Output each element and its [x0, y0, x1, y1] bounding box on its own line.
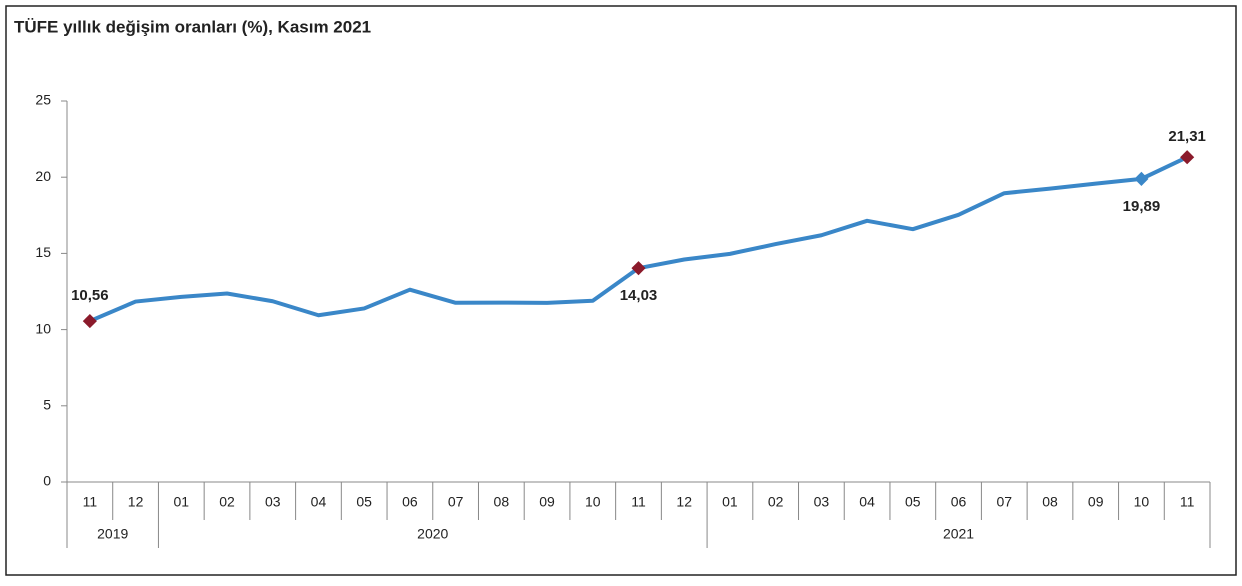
x-tick-label: 04 — [311, 494, 327, 510]
x-tick-label: 03 — [814, 494, 830, 510]
marker — [1134, 171, 1149, 186]
x-tick-label: 06 — [951, 494, 967, 510]
x-tick-label: 11 — [1180, 494, 1195, 510]
year-label: 2020 — [417, 526, 448, 542]
x-tick-label: 12 — [676, 494, 692, 510]
frame — [5, 5, 1237, 576]
marker — [631, 261, 646, 276]
x-tick-label: 05 — [905, 494, 921, 510]
x-tick-label: 01 — [174, 494, 190, 510]
x-tick-label: 03 — [265, 494, 281, 510]
y-tick-label: 20 — [35, 168, 51, 184]
y-tick-label: 0 — [43, 473, 51, 489]
year-label: 2021 — [943, 526, 974, 542]
year-label: 2019 — [97, 526, 128, 542]
data-label: 19,89 — [1123, 198, 1161, 215]
data-label: 10,56 — [71, 287, 109, 304]
data-label: 21,31 — [1168, 128, 1206, 145]
x-tick-label: 01 — [722, 494, 738, 510]
marker — [82, 313, 97, 329]
x-tick-label: 08 — [1042, 494, 1058, 510]
y-tick-label: 15 — [35, 244, 51, 260]
x-tick-label: 11 — [83, 494, 98, 510]
x-tick-label: 10 — [585, 494, 601, 510]
y-tick-label: 25 — [35, 92, 51, 108]
x-tick-label: 05 — [356, 494, 372, 510]
x-tick-label: 09 — [539, 494, 555, 510]
chart-title: TÜFE yıllık değişim oranları (%), Kasım … — [14, 17, 371, 36]
x-tick-label: 06 — [402, 494, 418, 510]
x-tick-label: 08 — [494, 494, 510, 510]
x-tick-label: 02 — [219, 494, 235, 510]
x-tick-label: 04 — [859, 494, 875, 510]
marker — [1180, 150, 1195, 165]
x-tick-label: 12 — [128, 494, 144, 510]
x-tick-label: 09 — [1088, 494, 1104, 510]
x-tick-label: 11 — [631, 494, 646, 510]
x-tick-label: 07 — [996, 494, 1012, 510]
data-label: 14,03 — [620, 287, 658, 304]
y-tick-label: 5 — [43, 397, 51, 413]
x-tick-label: 02 — [768, 494, 784, 510]
x-tick-label: 10 — [1134, 494, 1150, 510]
y-tick-label: 10 — [35, 320, 51, 336]
x-tick-label: 07 — [448, 494, 464, 510]
